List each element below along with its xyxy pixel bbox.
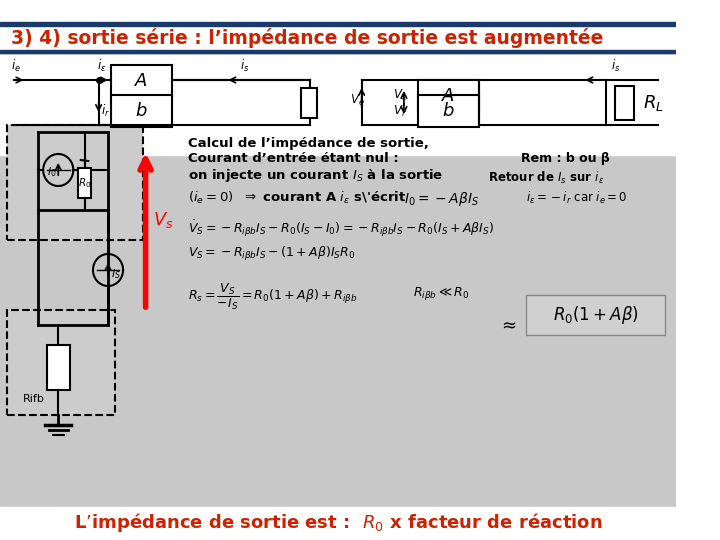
Bar xyxy=(0,26,676,50)
Text: $V_\varepsilon$: $V_\varepsilon$ xyxy=(392,87,407,103)
Text: b: b xyxy=(135,102,147,120)
Text: A: A xyxy=(442,87,454,105)
Bar xyxy=(6,125,143,240)
Text: $V_S = -R_{i\beta b}I_S - (1+A\beta)I_S R_0$: $V_S = -R_{i\beta b}I_S - (1+A\beta)I_S … xyxy=(188,245,356,263)
Bar xyxy=(526,295,665,335)
Bar xyxy=(418,80,479,112)
Bar xyxy=(0,0,676,20)
Text: $I_0 = -A\beta I_S$: $I_0 = -A\beta I_S$ xyxy=(404,190,479,208)
Bar xyxy=(6,310,114,415)
Text: $V_e$: $V_e$ xyxy=(351,92,365,107)
Bar xyxy=(418,95,479,127)
Text: on injecte un courant $I_S$ à la sortie: on injecte un courant $I_S$ à la sortie xyxy=(188,167,444,184)
Text: $R_0(1+A\beta)$: $R_0(1+A\beta)$ xyxy=(552,304,639,326)
Bar xyxy=(0,507,676,540)
Text: Calcul de l’impédance de sortie,: Calcul de l’impédance de sortie, xyxy=(188,137,428,150)
Text: $I_S$: $I_S$ xyxy=(111,267,121,281)
Bar xyxy=(343,55,676,155)
Text: $I_0$: $I_0$ xyxy=(47,165,57,179)
Text: $R_s = \dfrac{V_S}{-I_S} = R_0(1+A\beta) + R_{i\beta b}$: $R_s = \dfrac{V_S}{-I_S} = R_0(1+A\beta)… xyxy=(188,282,357,312)
Text: b: b xyxy=(442,102,454,120)
Text: $V_r$: $V_r$ xyxy=(392,104,407,119)
Bar xyxy=(78,168,91,198)
Bar xyxy=(616,86,634,120)
Bar xyxy=(111,65,172,97)
Bar xyxy=(111,95,172,127)
Text: $i_\varepsilon = -i_r$ car $i_e = 0$: $i_\varepsilon = -i_r$ car $i_e = 0$ xyxy=(526,190,628,206)
Bar xyxy=(300,87,318,118)
Text: $\approx$: $\approx$ xyxy=(498,315,516,333)
Text: Courant d’entrée étant nul :: Courant d’entrée étant nul : xyxy=(188,152,399,165)
Text: Rifb: Rifb xyxy=(22,394,45,404)
Text: Retour de $I_s$ sur $i_\varepsilon$: Retour de $I_s$ sur $i_\varepsilon$ xyxy=(488,170,605,186)
Bar xyxy=(47,345,70,390)
Bar xyxy=(0,55,343,155)
Text: A: A xyxy=(135,72,147,90)
Text: $i_\varepsilon$: $i_\varepsilon$ xyxy=(96,58,106,74)
Text: $V_s$: $V_s$ xyxy=(153,210,174,230)
Text: $i_s$: $i_s$ xyxy=(611,58,620,74)
Bar xyxy=(0,50,676,53)
Text: $R_L$: $R_L$ xyxy=(644,93,665,113)
Text: $R_{i\beta b} \ll R_0$: $R_{i\beta b} \ll R_0$ xyxy=(413,285,469,302)
Text: $i_e$: $i_e$ xyxy=(12,58,21,74)
Text: L’impédance de sortie est :  $R_0$ x facteur de réaction: L’impédance de sortie est : $R_0$ x fact… xyxy=(74,511,603,535)
Bar xyxy=(0,22,676,26)
Text: $\dot{V}_S = -R_{i\beta b}I_S - R_0(I_S - I_0) = -R_{i\beta b}I_S - R_0(I_S + A\: $\dot{V}_S = -R_{i\beta b}I_S - R_0(I_S … xyxy=(188,218,494,239)
Text: 3) 4) sortie série : l’impédance de sortie est augmentée: 3) 4) sortie série : l’impédance de sort… xyxy=(12,28,603,48)
Text: $R_0$: $R_0$ xyxy=(78,176,91,190)
Text: $i_r$: $i_r$ xyxy=(102,103,111,119)
Text: $(i_e = 0)$  $\Rightarrow$ courant A $i_\varepsilon$ s\'écrit: $(i_e = 0)$ $\Rightarrow$ courant A $i_\… xyxy=(188,190,406,206)
Bar xyxy=(0,53,676,507)
Text: $i_s$: $i_s$ xyxy=(240,58,249,74)
Text: Rem : b ou β: Rem : b ou β xyxy=(521,152,610,165)
